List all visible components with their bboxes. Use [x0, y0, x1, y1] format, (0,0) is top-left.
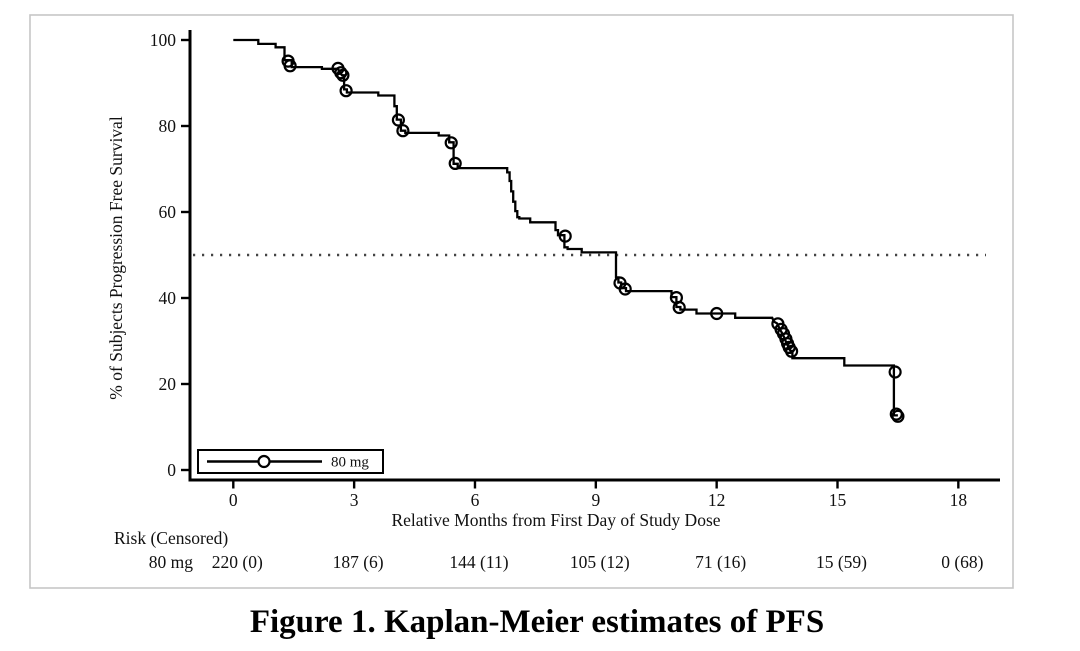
- risk-value: 0 (68): [941, 552, 983, 572]
- risk-value: 71 (16): [695, 552, 746, 572]
- y-tick-label: 80: [159, 116, 177, 136]
- legend-censor-icon: [257, 454, 271, 469]
- x-tick-label: 12: [708, 490, 726, 510]
- risk-value: 144 (11): [449, 552, 508, 572]
- y-tick-label: 0: [167, 460, 176, 480]
- censor-mark: [672, 300, 686, 315]
- censor-mark: [448, 156, 462, 170]
- censor-mark: [784, 344, 799, 358]
- risk-table-header: Risk (Censored): [114, 528, 228, 548]
- censor-mark: [444, 136, 458, 150]
- risk-value: 187 (6): [333, 552, 384, 572]
- y-axis-title: % of Subjects Progression Free Survival: [106, 116, 126, 400]
- censor-mark: [391, 113, 405, 127]
- x-tick-label: 15: [829, 490, 847, 510]
- figure-border: [29, 14, 1014, 589]
- risk-row-label: 80 mg: [149, 552, 193, 572]
- y-axis-ticks: 0 20 40 60 80 100: [150, 30, 190, 480]
- x-tick-label: 0: [229, 490, 238, 510]
- censor-mark: [710, 306, 724, 321]
- x-tick-label: 6: [471, 490, 480, 510]
- censor-mark: [283, 59, 297, 73]
- km-step-curve: [233, 38, 898, 417]
- legend-label: 80 mg: [331, 455, 369, 471]
- figure-caption: Figure 1. Kaplan-Meier estimates of PFS: [250, 604, 824, 640]
- risk-table-values: 220 (0) 187 (6) 144 (11) 105 (12) 71 (16) 15 …: [212, 552, 984, 572]
- y-tick-label: 40: [159, 288, 177, 308]
- censor-marks: [281, 54, 905, 423]
- x-tick-label: 3: [350, 490, 359, 510]
- x-tick-label: 9: [591, 490, 600, 510]
- y-tick-label: 20: [159, 374, 177, 394]
- risk-value: 15 (59): [816, 552, 867, 572]
- censor-mark: [336, 68, 350, 82]
- legend: 80 mg: [197, 449, 384, 474]
- survival-curve-80mg: [233, 38, 898, 417]
- censor-mark: [891, 409, 905, 423]
- x-tick-label: 18: [950, 490, 968, 510]
- censor-mark: [558, 229, 572, 243]
- x-axis-ticks: 0 3 6 9 12 15 18: [229, 480, 967, 510]
- censor-mark: [618, 282, 632, 296]
- censor-mark: [396, 124, 410, 138]
- legend-box: [197, 449, 384, 474]
- risk-value: 105 (12): [570, 552, 630, 572]
- censor-mark: [339, 84, 353, 98]
- risk-value: 220 (0): [212, 552, 263, 572]
- x-axis-title: Relative Months from First Day of Study …: [391, 510, 720, 530]
- y-tick-label: 100: [150, 30, 177, 50]
- censor-mark: [334, 66, 348, 80]
- y-tick-label: 60: [159, 202, 177, 222]
- censor-mark: [888, 365, 902, 379]
